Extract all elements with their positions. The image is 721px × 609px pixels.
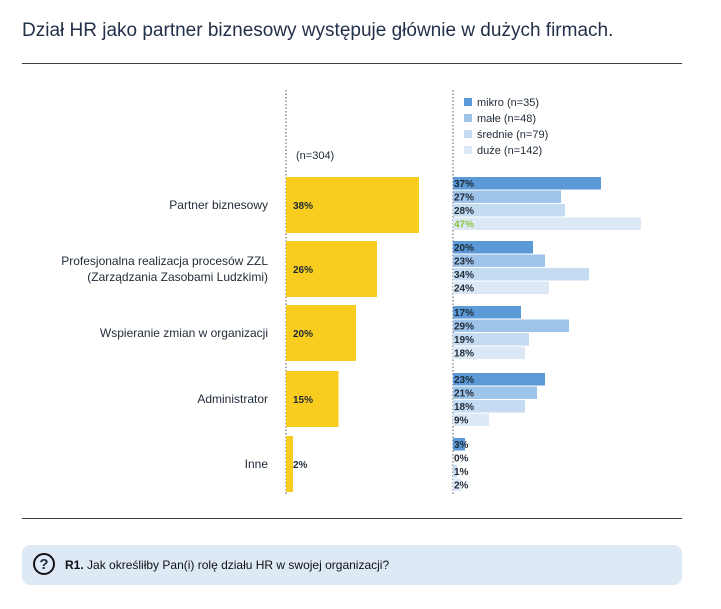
bar-size-2-3 bbox=[453, 400, 525, 413]
page-title: Dział HR jako partner biznesowy występuj… bbox=[22, 20, 614, 41]
legend-swatch-1 bbox=[464, 114, 472, 122]
bar-size-label-0-4: 3% bbox=[454, 440, 469, 451]
bar-overall-label-0: 38% bbox=[293, 201, 313, 212]
bar-size-3-3 bbox=[453, 413, 489, 426]
bar-size-label-2-0: 28% bbox=[454, 206, 474, 217]
bar-size-2-2 bbox=[453, 333, 529, 346]
bar-overall-0 bbox=[286, 177, 419, 233]
bar-size-2-0 bbox=[453, 204, 565, 217]
bar-size-0-1 bbox=[453, 241, 533, 254]
category-label-2-0: Wspieranie zmian w organizacji bbox=[100, 326, 268, 340]
bar-size-label-2-3: 18% bbox=[454, 402, 474, 413]
bar-size-label-3-3: 9% bbox=[454, 416, 469, 427]
legend-label-2: średnie (n=79) bbox=[477, 129, 548, 141]
bar-size-label-1-4: 0% bbox=[454, 454, 469, 465]
bar-size-label-3-4: 2% bbox=[454, 481, 469, 492]
bar-size-0-0 bbox=[453, 177, 601, 190]
bar-size-label-1-2: 29% bbox=[454, 322, 474, 333]
bar-size-1-0 bbox=[453, 190, 561, 203]
legend-swatch-0 bbox=[464, 98, 472, 106]
sample-size-note: (n=304) bbox=[296, 150, 334, 162]
bar-size-label-2-1: 34% bbox=[454, 270, 474, 281]
bar-size-3-4 bbox=[453, 478, 461, 491]
legend-label-0: mikro (n=35) bbox=[477, 97, 539, 109]
bar-size-label-1-0: 27% bbox=[454, 193, 474, 204]
bar-size-1-3 bbox=[453, 386, 537, 399]
hr-role-chart: (n=304) 38% Partner biznesowy 26% Profesjona… bbox=[61, 90, 641, 496]
bar-overall-2 bbox=[286, 305, 356, 361]
bottom-divider bbox=[22, 518, 682, 519]
question-number: R1. bbox=[65, 558, 84, 572]
category-label-1-0: Profesjonalna realizacja procesów ZZL bbox=[61, 254, 268, 268]
bar-size-0-4 bbox=[453, 438, 465, 451]
category-label-0-0: Partner biznesowy bbox=[169, 198, 268, 212]
question-mark-icon: ? bbox=[33, 553, 55, 575]
bar-overall-3 bbox=[286, 371, 339, 427]
bar-size-1-2 bbox=[453, 319, 569, 332]
bar-size-label-2-4: 1% bbox=[454, 467, 469, 478]
bar-size-3-0 bbox=[453, 217, 641, 230]
bar-overall-label-4: 2% bbox=[293, 460, 308, 471]
bar-size-label-1-1: 23% bbox=[454, 257, 474, 268]
bar-size-label-3-2: 18% bbox=[454, 349, 474, 360]
top-divider bbox=[22, 63, 682, 64]
bar-size-label-0-0: 37% bbox=[454, 179, 474, 190]
bar-size-label-0-3: 23% bbox=[454, 375, 474, 386]
bar-size-2-1 bbox=[453, 268, 589, 281]
bar-size-label-3-0: 47% bbox=[454, 220, 474, 231]
category-label-1-1: (Zarządzania Zasobami Ludzkimi) bbox=[87, 270, 268, 284]
bar-overall-label-1: 26% bbox=[293, 265, 313, 276]
bar-overall-4 bbox=[286, 436, 293, 492]
bar-overall-label-3: 15% bbox=[293, 395, 313, 406]
legend-swatch-2 bbox=[464, 130, 472, 138]
bar-size-label-1-3: 21% bbox=[454, 389, 474, 400]
bar-size-label-2-2: 19% bbox=[454, 335, 474, 346]
bar-size-3-2 bbox=[453, 346, 525, 359]
bar-size-1-1 bbox=[453, 254, 545, 267]
bar-size-label-3-1: 24% bbox=[454, 284, 474, 295]
bar-overall-label-2: 20% bbox=[293, 329, 313, 340]
bar-size-0-3 bbox=[453, 373, 545, 386]
category-label-4-0: Inne bbox=[245, 457, 269, 471]
category-label-3-0: Administrator bbox=[197, 392, 268, 406]
bar-size-label-0-2: 17% bbox=[454, 308, 474, 319]
bar-size-0-2 bbox=[453, 306, 521, 319]
bar-size-3-1 bbox=[453, 281, 549, 294]
question-text: R1. Jak określiłby Pan(i) rolę działu HR… bbox=[65, 558, 389, 572]
legend-swatch-3 bbox=[464, 146, 472, 154]
bar-size-2-4 bbox=[453, 465, 457, 478]
legend-label-1: małe (n=48) bbox=[477, 113, 536, 125]
question-label: Jak określiłby Pan(i) rolę działu HR w s… bbox=[87, 558, 390, 572]
bar-overall-1 bbox=[286, 241, 377, 297]
bar-size-label-0-1: 20% bbox=[454, 243, 474, 254]
question-box: ? R1. Jak określiłby Pan(i) rolę działu … bbox=[22, 545, 682, 585]
legend-label-3: duże (n=142) bbox=[477, 145, 542, 157]
